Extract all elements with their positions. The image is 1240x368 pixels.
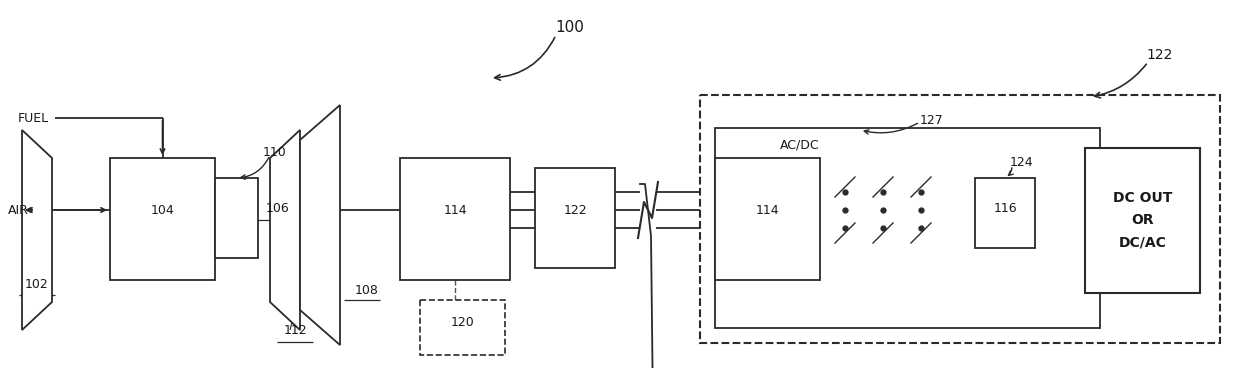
Text: 120: 120 xyxy=(450,316,475,329)
Text: 122: 122 xyxy=(1147,48,1173,62)
Text: 112: 112 xyxy=(283,323,306,336)
Bar xyxy=(215,178,258,258)
Text: 100: 100 xyxy=(556,21,584,35)
Bar xyxy=(715,128,1100,328)
Text: FUEL: FUEL xyxy=(19,112,50,124)
Text: 106: 106 xyxy=(267,202,290,215)
Text: 102: 102 xyxy=(25,279,48,291)
Text: AC/DC: AC/DC xyxy=(780,138,820,152)
Text: OR: OR xyxy=(1131,213,1153,227)
Bar xyxy=(420,300,505,355)
Bar xyxy=(701,95,1220,343)
Polygon shape xyxy=(270,130,300,330)
Bar xyxy=(401,158,510,280)
Text: AIR: AIR xyxy=(7,204,29,216)
Bar xyxy=(534,168,615,268)
Text: DC/AC: DC/AC xyxy=(1118,236,1167,250)
Text: 114: 114 xyxy=(443,205,466,217)
Text: 124: 124 xyxy=(1011,156,1034,169)
Bar xyxy=(975,178,1035,248)
Bar xyxy=(715,158,820,280)
Bar xyxy=(110,158,215,280)
Text: 108: 108 xyxy=(355,283,379,297)
Text: DC OUT: DC OUT xyxy=(1112,191,1172,205)
Text: 104: 104 xyxy=(150,205,175,217)
Text: 116: 116 xyxy=(993,202,1017,215)
Bar xyxy=(1085,148,1200,293)
Polygon shape xyxy=(300,105,340,345)
Text: 110: 110 xyxy=(263,145,286,159)
Text: 114: 114 xyxy=(755,205,779,217)
Text: 127: 127 xyxy=(920,113,944,127)
Text: 122: 122 xyxy=(563,204,587,216)
Polygon shape xyxy=(22,130,52,330)
